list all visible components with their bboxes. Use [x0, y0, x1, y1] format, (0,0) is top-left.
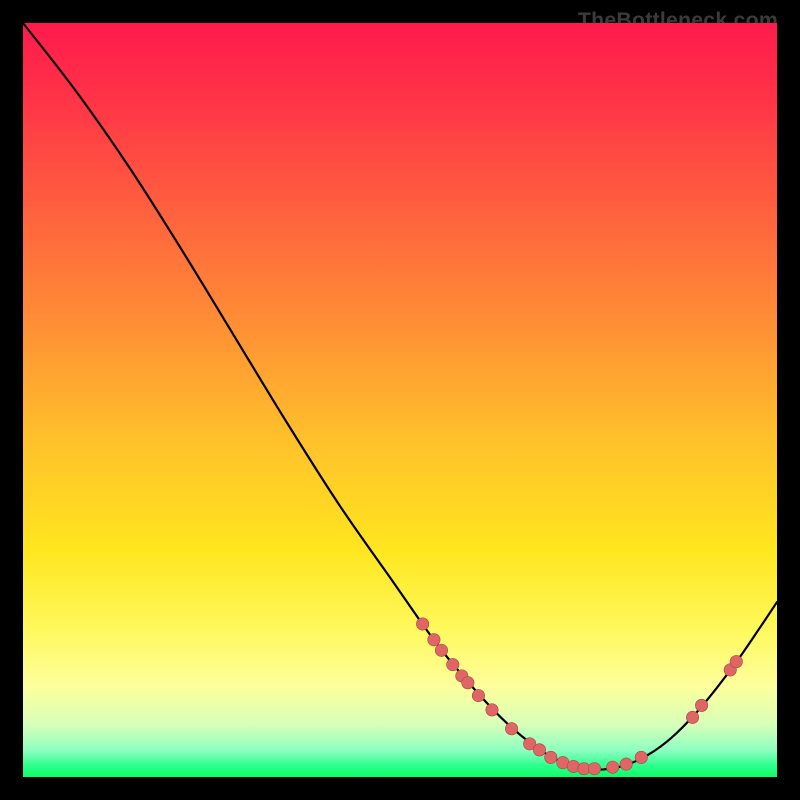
- data-marker: [545, 751, 557, 763]
- data-marker: [533, 744, 545, 756]
- data-marker: [428, 634, 440, 646]
- data-marker: [416, 618, 428, 630]
- chart-svg: [23, 23, 777, 777]
- data-marker: [686, 711, 698, 723]
- data-marker: [606, 761, 618, 773]
- data-marker: [635, 751, 647, 763]
- data-marker: [567, 760, 579, 772]
- data-marker: [447, 658, 459, 670]
- data-marker: [588, 763, 600, 775]
- plot-area: [23, 23, 777, 777]
- data-marker: [435, 644, 447, 656]
- bottleneck-curve: [23, 23, 777, 770]
- markers-group: [416, 618, 742, 775]
- data-marker: [462, 677, 474, 689]
- data-marker: [620, 758, 632, 770]
- chart-container: TheBottleneck.com: [0, 0, 800, 800]
- data-marker: [730, 655, 742, 667]
- data-marker: [695, 699, 707, 711]
- data-marker: [505, 723, 517, 735]
- data-marker: [486, 704, 498, 716]
- data-marker: [472, 689, 484, 701]
